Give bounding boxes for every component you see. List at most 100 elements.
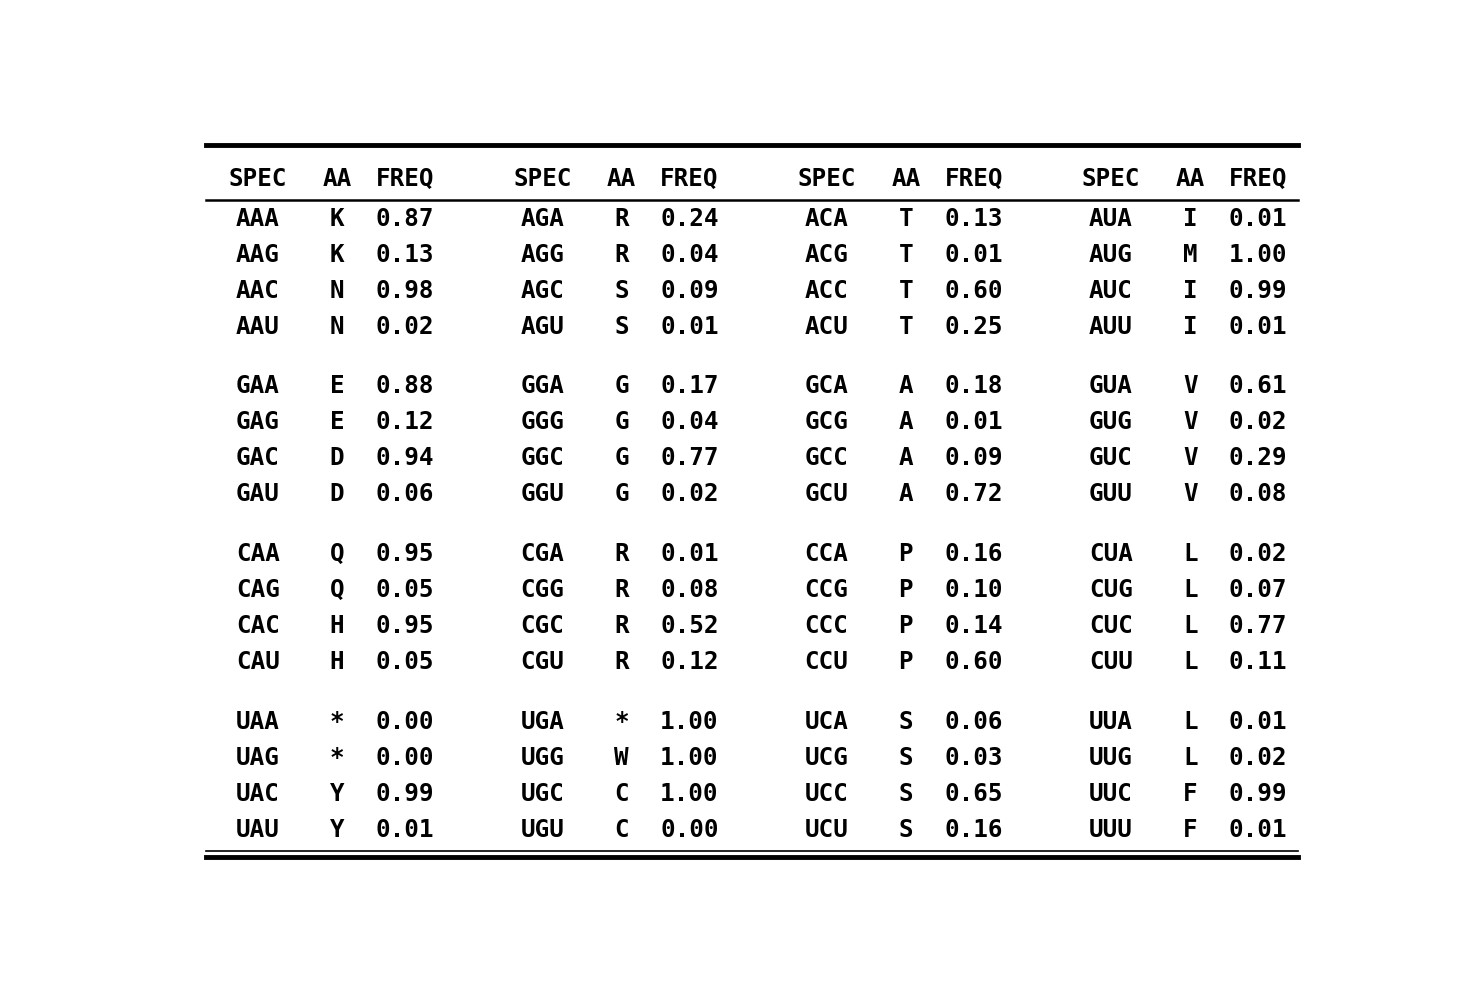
Text: 0.11: 0.11: [1229, 650, 1287, 674]
Text: A: A: [898, 482, 913, 507]
Text: R: R: [614, 578, 628, 602]
Text: GGG: GGG: [520, 410, 564, 434]
Text: S: S: [898, 818, 913, 841]
Text: UAG: UAG: [236, 746, 280, 769]
Text: 0.99: 0.99: [1229, 781, 1287, 806]
Text: CUA: CUA: [1089, 542, 1133, 566]
Text: GCU: GCU: [804, 482, 849, 507]
Text: A: A: [898, 374, 913, 399]
Text: AGU: AGU: [520, 315, 564, 338]
Text: 0.00: 0.00: [376, 746, 435, 769]
Text: S: S: [614, 278, 628, 303]
Text: 0.02: 0.02: [1229, 542, 1287, 566]
Text: ACC: ACC: [804, 278, 849, 303]
Text: 0.77: 0.77: [1229, 614, 1287, 638]
Text: GUC: GUC: [1089, 447, 1133, 470]
Text: 1.00: 1.00: [661, 781, 719, 806]
Text: 0.95: 0.95: [376, 542, 435, 566]
Text: 0.00: 0.00: [661, 818, 719, 841]
Text: UUU: UUU: [1089, 818, 1133, 841]
Text: C: C: [614, 818, 628, 841]
Text: Q: Q: [330, 578, 345, 602]
Text: R: R: [614, 542, 628, 566]
Text: S: S: [898, 781, 913, 806]
Text: 0.08: 0.08: [1229, 482, 1287, 507]
Text: GGU: GGU: [520, 482, 564, 507]
Text: H: H: [330, 614, 345, 638]
Text: I: I: [1183, 278, 1198, 303]
Text: 0.01: 0.01: [661, 315, 719, 338]
Text: GCG: GCG: [804, 410, 849, 434]
Text: H: H: [330, 650, 345, 674]
Text: V: V: [1183, 482, 1198, 507]
Text: C: C: [614, 781, 628, 806]
Text: 1.00: 1.00: [1229, 243, 1287, 267]
Text: D: D: [330, 482, 345, 507]
Text: AA: AA: [1176, 167, 1205, 191]
Text: 0.01: 0.01: [1229, 315, 1287, 338]
Text: SPEC: SPEC: [1082, 167, 1141, 191]
Text: AUG: AUG: [1089, 243, 1133, 267]
Text: I: I: [1183, 207, 1198, 230]
Text: 0.16: 0.16: [944, 818, 1003, 841]
Text: CGA: CGA: [520, 542, 564, 566]
Text: 0.00: 0.00: [376, 709, 435, 734]
Text: 0.12: 0.12: [376, 410, 435, 434]
Text: 0.05: 0.05: [376, 650, 435, 674]
Text: CUG: CUG: [1089, 578, 1133, 602]
Text: 0.61: 0.61: [1229, 374, 1287, 399]
Text: 0.02: 0.02: [1229, 746, 1287, 769]
Text: 0.12: 0.12: [661, 650, 719, 674]
Text: S: S: [898, 709, 913, 734]
Text: SPEC: SPEC: [229, 167, 288, 191]
Text: L: L: [1183, 650, 1198, 674]
Text: AUU: AUU: [1089, 315, 1133, 338]
Text: *: *: [330, 746, 345, 769]
Text: FREQ: FREQ: [1229, 167, 1287, 191]
Text: 0.06: 0.06: [944, 709, 1003, 734]
Text: P: P: [898, 650, 913, 674]
Text: E: E: [330, 374, 345, 399]
Text: M: M: [1183, 243, 1198, 267]
Text: ACG: ACG: [804, 243, 849, 267]
Text: UUA: UUA: [1089, 709, 1133, 734]
Text: ACU: ACU: [804, 315, 849, 338]
Text: T: T: [898, 207, 913, 230]
Text: AGC: AGC: [520, 278, 564, 303]
Text: 0.29: 0.29: [1229, 447, 1287, 470]
Text: 0.09: 0.09: [661, 278, 719, 303]
Text: 0.05: 0.05: [376, 578, 435, 602]
Text: 0.01: 0.01: [1229, 818, 1287, 841]
Text: GGC: GGC: [520, 447, 564, 470]
Text: 0.87: 0.87: [376, 207, 435, 230]
Text: GUA: GUA: [1089, 374, 1133, 399]
Text: FREQ: FREQ: [944, 167, 1003, 191]
Text: F: F: [1183, 781, 1198, 806]
Text: K: K: [330, 207, 345, 230]
Text: N: N: [330, 278, 345, 303]
Text: 1.00: 1.00: [661, 746, 719, 769]
Text: GAC: GAC: [236, 447, 280, 470]
Text: V: V: [1183, 410, 1198, 434]
Text: 0.77: 0.77: [661, 447, 719, 470]
Text: D: D: [330, 447, 345, 470]
Text: 0.99: 0.99: [376, 781, 435, 806]
Text: CUC: CUC: [1089, 614, 1133, 638]
Text: AA: AA: [606, 167, 636, 191]
Text: P: P: [898, 578, 913, 602]
Text: 0.01: 0.01: [376, 818, 435, 841]
Text: CGG: CGG: [520, 578, 564, 602]
Text: R: R: [614, 243, 628, 267]
Text: 0.01: 0.01: [944, 243, 1003, 267]
Text: 0.98: 0.98: [376, 278, 435, 303]
Text: W: W: [614, 746, 628, 769]
Text: 0.03: 0.03: [944, 746, 1003, 769]
Text: UCU: UCU: [804, 818, 849, 841]
Text: *: *: [330, 709, 345, 734]
Text: CAA: CAA: [236, 542, 280, 566]
Text: 1.00: 1.00: [661, 709, 719, 734]
Text: 0.16: 0.16: [944, 542, 1003, 566]
Text: Y: Y: [330, 781, 345, 806]
Text: CCA: CCA: [804, 542, 849, 566]
Text: T: T: [898, 243, 913, 267]
